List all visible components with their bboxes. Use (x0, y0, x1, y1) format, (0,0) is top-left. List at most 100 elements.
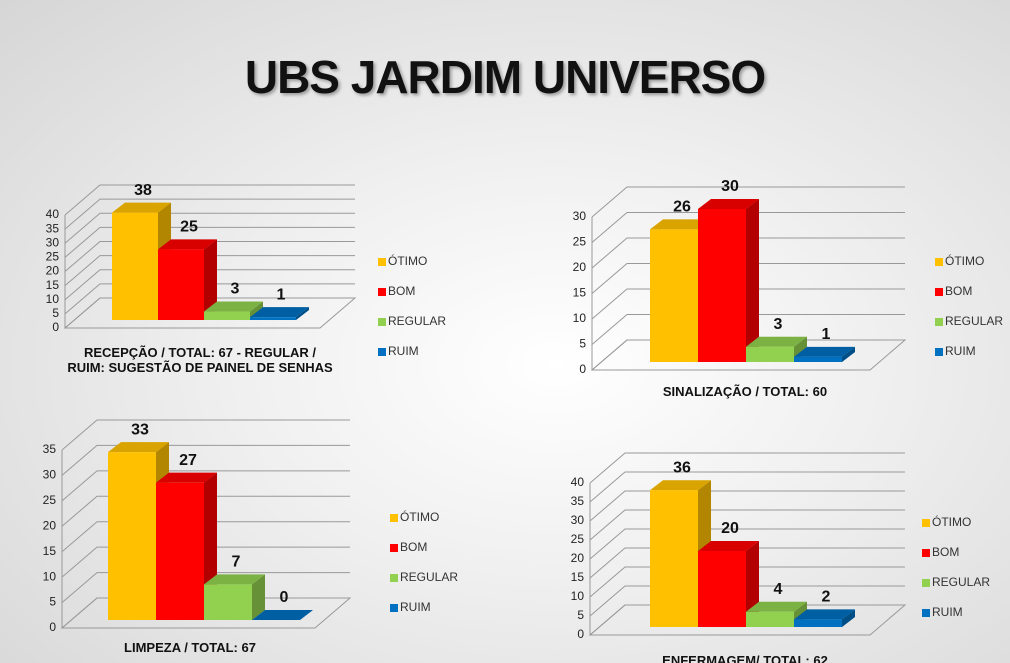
bar-face (252, 574, 265, 620)
grid-line (61, 470, 350, 502)
bar-face (746, 199, 759, 362)
y-tick-label: 10 (573, 311, 587, 325)
legend-swatch (378, 288, 386, 296)
y-tick-label: 0 (49, 620, 56, 634)
bar-face (698, 541, 759, 551)
bar-face (794, 356, 842, 362)
legend-label: ÓTIMO (945, 253, 984, 268)
y-tick-label: 25 (573, 235, 587, 249)
grid-line (591, 237, 905, 269)
value-label: 3 (774, 316, 783, 333)
bar-face (108, 452, 156, 620)
bar-face (158, 239, 217, 250)
bar-face (158, 249, 204, 320)
bar-face (794, 346, 855, 357)
bar-face (794, 609, 855, 620)
bar (698, 199, 759, 362)
legend-label: RUIM (400, 600, 431, 614)
y-tick-label: 35 (571, 494, 585, 508)
y-tick-label: 40 (571, 475, 585, 489)
legend-label: ÓTIMO (400, 509, 439, 524)
legend-label: BOM (932, 545, 959, 559)
value-label: 1 (277, 286, 286, 303)
y-tick-label: 10 (571, 589, 585, 603)
value-label: 3 (231, 281, 240, 298)
legend-label: RUIM (945, 344, 976, 358)
bar-face (204, 584, 252, 620)
bar-face (204, 239, 217, 320)
grid-line (589, 490, 905, 522)
y-tick-label: 15 (571, 570, 585, 584)
value-label: 30 (721, 178, 739, 195)
bar-face (746, 601, 807, 612)
y-tick-label: 30 (43, 468, 57, 482)
bar-face (698, 209, 746, 362)
bar-face (650, 219, 711, 230)
bar-face (650, 219, 711, 230)
bar-face (204, 574, 265, 585)
grid-line (591, 263, 905, 294)
value-label: 2 (822, 589, 831, 606)
bar-face (650, 229, 698, 362)
grid-line (61, 597, 350, 629)
bar-face (204, 301, 263, 312)
bar-face (746, 346, 794, 362)
legend-label: RUIM (932, 605, 963, 619)
grid-line (591, 314, 905, 345)
grid-line (61, 546, 350, 578)
grid-line (589, 452, 905, 484)
bar-face (794, 609, 855, 620)
legend-swatch (935, 288, 943, 296)
grid-line (591, 212, 905, 243)
bar-face (698, 199, 759, 209)
bar-face (108, 442, 169, 453)
bar-face (698, 541, 759, 551)
grid-line (589, 528, 905, 560)
grid-line (64, 184, 355, 216)
grid-line (64, 255, 355, 287)
value-label: 4 (774, 581, 783, 598)
bar-face (204, 574, 265, 585)
bar-face (650, 480, 711, 491)
y-tick-label: 25 (43, 493, 57, 507)
grid-line (589, 509, 905, 541)
bar (158, 239, 217, 320)
bar (250, 307, 309, 320)
value-label: 38 (134, 182, 152, 199)
bar-face (746, 199, 759, 362)
x-axis-label: SINALIZAÇÃO / TOTAL: 60 (662, 384, 828, 399)
bar-face (250, 317, 296, 320)
legend-label: ÓTIMO (932, 514, 971, 529)
legend-swatch (935, 318, 943, 326)
legend-label: RUIM (388, 344, 419, 358)
bar-face (108, 442, 169, 453)
grid-line (591, 288, 905, 320)
grid-line (591, 339, 905, 371)
bar-face (746, 336, 807, 347)
legend-swatch (390, 514, 398, 522)
grid-line (64, 212, 355, 244)
bar-face (794, 346, 855, 357)
bar-face (698, 199, 759, 209)
legend-label: BOM (945, 284, 972, 298)
bar-face (746, 601, 807, 612)
grid-line (61, 521, 350, 553)
y-tick-label: 30 (46, 235, 60, 249)
grid-line (589, 566, 905, 598)
y-tick-label: 30 (573, 209, 587, 223)
y-tick-label: 15 (46, 278, 60, 292)
bar-face (156, 472, 217, 483)
y-tick-label: 5 (577, 608, 584, 622)
bar-face (252, 610, 313, 620)
slide-title: UBS JARDIM UNIVERSO (244, 51, 766, 103)
x-axis-label: LIMPEZA / TOTAL: 67 (124, 640, 256, 655)
y-tick-label: 35 (43, 442, 57, 456)
bar-face (650, 490, 698, 627)
legend-label: REGULAR (932, 575, 990, 589)
grid-line (61, 495, 350, 527)
legend-label: REGULAR (388, 314, 446, 328)
x-axis-label: RECEPÇÃO / TOTAL: 67 - REGULAR / RUIM: S… (67, 345, 333, 375)
bar-face (250, 307, 309, 318)
